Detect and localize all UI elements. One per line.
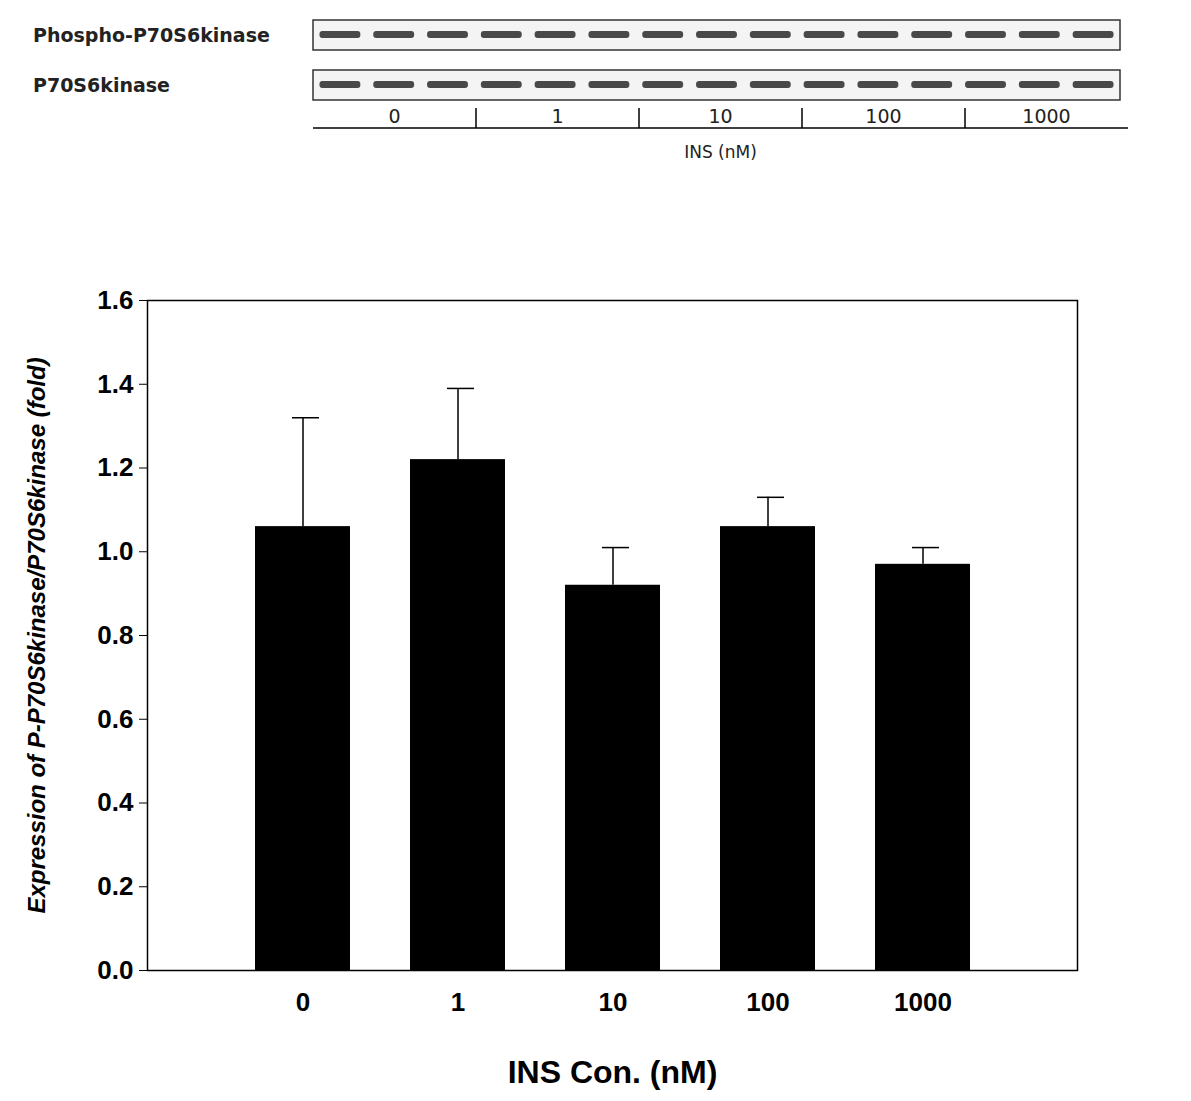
svg-text:1000: 1000 — [1022, 105, 1070, 127]
svg-text:100: 100 — [865, 105, 901, 127]
svg-text:1000: 1000 — [894, 987, 952, 1017]
svg-text:0: 0 — [388, 105, 400, 127]
svg-text:Phospho-P70S6kinase: Phospho-P70S6kinase — [33, 24, 270, 46]
svg-text:1: 1 — [451, 987, 465, 1017]
svg-text:1.2: 1.2 — [97, 452, 133, 482]
svg-text:1: 1 — [551, 105, 563, 127]
svg-text:0.4: 0.4 — [97, 787, 134, 817]
svg-text:0.6: 0.6 — [97, 704, 133, 734]
svg-text:INS (nM): INS (nM) — [684, 142, 757, 162]
svg-text:P70S6kinase: P70S6kinase — [33, 74, 170, 96]
svg-text:0.2: 0.2 — [97, 871, 133, 901]
svg-text:Expression of P-P70S6kinase/P7: Expression of P-P70S6kinase/P70S6kinase … — [23, 357, 50, 913]
svg-text:0.0: 0.0 — [97, 955, 133, 985]
svg-text:10: 10 — [599, 987, 628, 1017]
svg-text:INS Con. (nM): INS Con. (nM) — [508, 1054, 718, 1090]
svg-text:1.4: 1.4 — [97, 369, 134, 399]
svg-text:10: 10 — [708, 105, 732, 127]
svg-text:1.6: 1.6 — [97, 285, 133, 315]
svg-text:100: 100 — [746, 987, 789, 1017]
svg-text:1.0: 1.0 — [97, 536, 133, 566]
svg-text:0.8: 0.8 — [97, 620, 133, 650]
svg-text:0: 0 — [296, 987, 310, 1017]
